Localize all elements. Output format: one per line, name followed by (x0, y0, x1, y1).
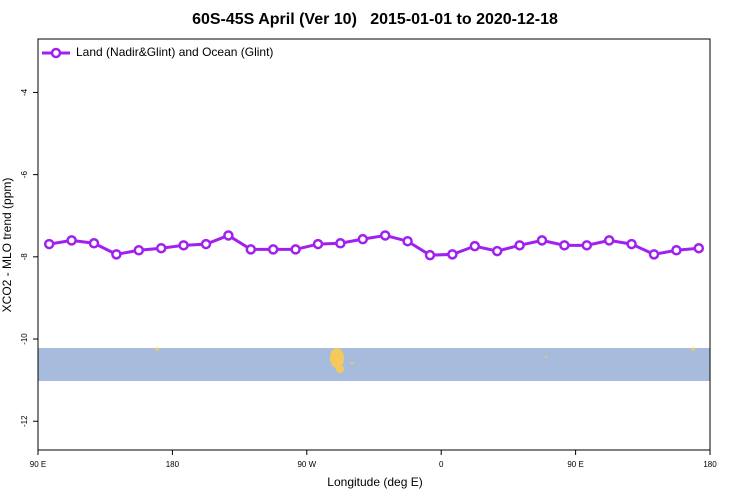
land-patch (336, 365, 344, 373)
point (357, 233, 369, 245)
legend-swatch (50, 47, 62, 59)
point (88, 238, 100, 249)
point (200, 238, 212, 250)
point (671, 245, 682, 256)
point (514, 240, 525, 251)
x-tick-label: 90 E (567, 460, 583, 469)
point (267, 244, 279, 255)
land-patch (691, 347, 695, 351)
point (693, 242, 705, 254)
series-line (48, 233, 699, 257)
ocean-band (38, 348, 710, 381)
point (447, 249, 458, 260)
point (424, 249, 436, 261)
point (290, 244, 301, 255)
point (111, 249, 122, 260)
x-axis-label: Longitude (deg E) (327, 475, 422, 489)
point (43, 238, 55, 250)
point (178, 240, 189, 251)
y-tick-label: -6 (20, 171, 29, 179)
point (648, 249, 660, 260)
point (603, 235, 615, 246)
point (335, 238, 346, 249)
point (155, 242, 167, 254)
legend-label: Land (Nadir&Glint) and Ocean (Glint) (76, 45, 273, 59)
y-tick-label: -10 (20, 333, 29, 345)
map-band (38, 347, 710, 381)
y-tick-label: -8 (20, 253, 29, 261)
point (223, 230, 234, 241)
point (66, 235, 77, 246)
point (379, 230, 391, 241)
point (559, 240, 570, 251)
x-tick-label: 90 E (30, 460, 46, 469)
land-patch (155, 347, 159, 351)
point (469, 240, 481, 252)
point (491, 245, 503, 257)
y-tick-label: -12 (20, 415, 29, 427)
x-tick-label: 0 (439, 460, 444, 469)
point (402, 235, 413, 247)
point (536, 235, 548, 246)
point (626, 238, 637, 250)
y-axis-label: XCO2 - MLO trend (ppm) (0, 178, 14, 313)
plot-frame (37, 38, 711, 451)
point (312, 238, 324, 250)
x-tick-label: 90 W (297, 460, 316, 469)
y-tick-label: -4 (20, 88, 29, 96)
chart-title: 60S-45S April (Ver 10) 2015-01-01 to 202… (192, 11, 558, 28)
point (581, 240, 593, 251)
x-tick-label: 180 (166, 460, 180, 469)
land-patch (545, 356, 547, 358)
land-patch (330, 348, 344, 368)
land-patch (350, 362, 354, 364)
x-tick-label: 180 (703, 460, 717, 469)
point (133, 245, 145, 256)
point (245, 244, 257, 255)
